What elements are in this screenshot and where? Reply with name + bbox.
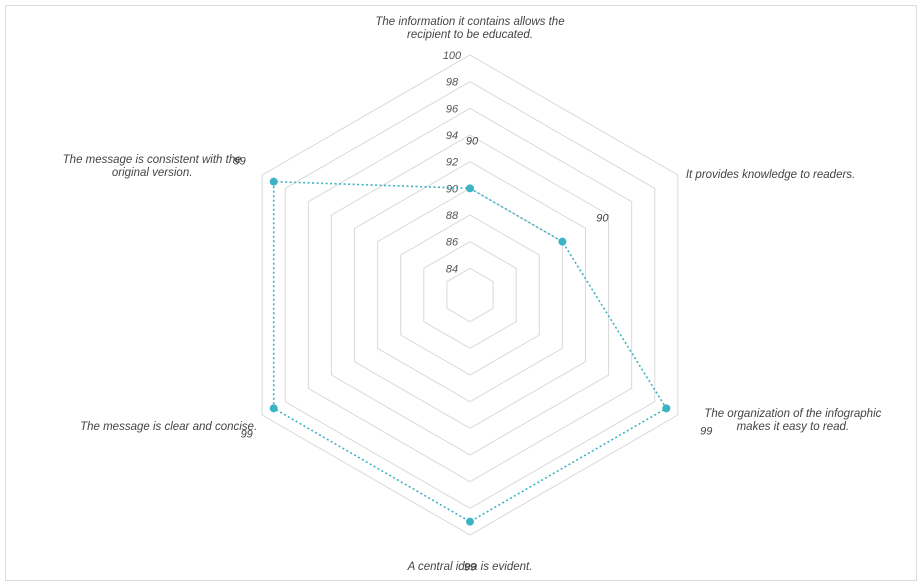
grid-ring-94 [330, 134, 610, 456]
category-label: A central idea is evident. [407, 561, 533, 573]
category-label: makes it easy to read. [737, 421, 850, 433]
tick-label: 84 [446, 263, 458, 275]
tick-label: 90 [446, 183, 459, 195]
data-label: 99 [241, 428, 253, 440]
data-label: 99 [234, 156, 246, 168]
category-labels: The information it contains allows there… [63, 16, 882, 573]
data-point [466, 517, 474, 526]
tick-label: 92 [446, 157, 458, 169]
data-point [269, 404, 278, 413]
category-label: The organization of the infographic [704, 408, 881, 420]
chart-frame [5, 5, 917, 581]
grid-ring-86 [423, 241, 517, 349]
tick-label: 86 [446, 237, 459, 249]
data-point [558, 237, 567, 246]
category-label: recipient to be educated. [407, 29, 533, 41]
category-label: The message is clear and concise. [80, 421, 257, 433]
data-point [466, 184, 474, 193]
grid-ring-100 [261, 54, 679, 536]
data-label: 99 [700, 425, 712, 437]
category-label: original version. [112, 167, 193, 179]
tick-label: 88 [446, 210, 459, 222]
grid-ring-88 [400, 214, 540, 376]
grid-ring-84 [446, 267, 494, 323]
data-label: 99 [464, 562, 476, 574]
data-point [269, 177, 278, 186]
category-label: The message is consistent with the [63, 154, 242, 166]
data-point [662, 404, 671, 413]
category-label: It provides knowledge to readers. [686, 169, 855, 181]
grid-ring-92 [354, 161, 586, 429]
tick-label: 98 [446, 77, 459, 89]
radar-grid [261, 54, 679, 536]
tick-label: 96 [446, 103, 459, 115]
tick-label: 100 [443, 50, 462, 62]
radial-tick-labels: 84 86 88 90 92 94 96 98 100 [443, 50, 462, 275]
grid-ring-98 [284, 81, 656, 509]
radar-series [269, 177, 671, 526]
category-label: The information it contains allows the [375, 16, 564, 28]
grid-ring-96 [307, 107, 633, 483]
data-label: 90 [596, 213, 609, 225]
data-label: 90 [466, 135, 479, 147]
grid-ring-90 [377, 187, 563, 403]
data-labels: 90 90 99 99 99 99 [234, 135, 713, 573]
series-line [272, 180, 668, 523]
tick-label: 94 [446, 130, 458, 142]
